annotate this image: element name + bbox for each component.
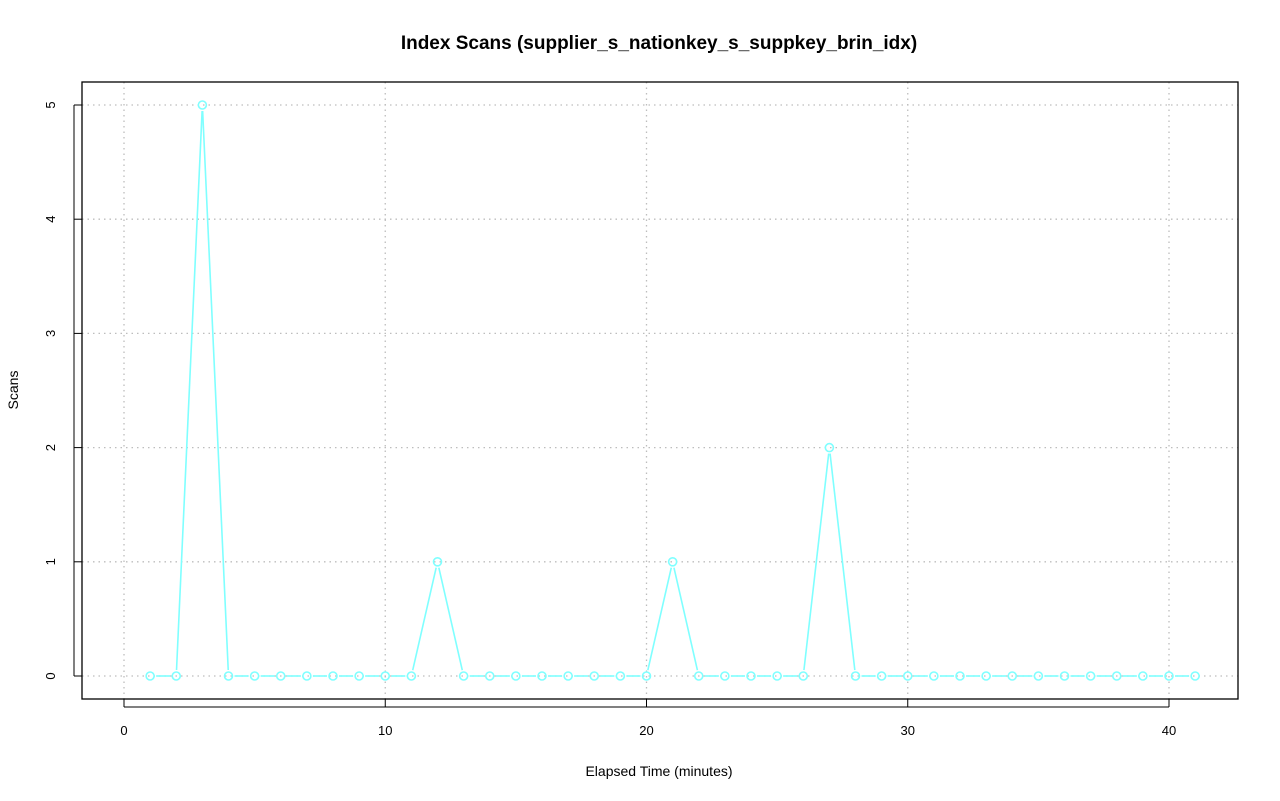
data-point bbox=[171, 671, 182, 681]
series-segment bbox=[411, 567, 437, 671]
x-tick-label: 20 bbox=[639, 723, 653, 738]
data-point bbox=[955, 671, 965, 681]
data-point bbox=[929, 671, 939, 681]
data-point bbox=[641, 671, 652, 681]
data-point bbox=[667, 556, 678, 567]
series-segment bbox=[175, 110, 203, 671]
x-tick-label: 30 bbox=[901, 723, 915, 738]
y-tick-label: 2 bbox=[43, 444, 58, 451]
data-point bbox=[720, 671, 730, 681]
data-point bbox=[484, 671, 495, 681]
series-line bbox=[156, 110, 1190, 677]
data-point bbox=[432, 556, 443, 567]
data-point bbox=[1033, 671, 1044, 681]
data-point bbox=[746, 671, 756, 681]
data-point bbox=[458, 671, 469, 681]
data-point bbox=[772, 671, 782, 681]
data-point bbox=[615, 671, 626, 681]
data-point bbox=[406, 671, 417, 681]
data-point bbox=[589, 671, 600, 681]
data-point bbox=[1190, 671, 1200, 681]
data-points bbox=[145, 100, 1200, 681]
data-point bbox=[145, 671, 155, 681]
grid bbox=[82, 82, 1238, 699]
series-segment bbox=[829, 453, 856, 671]
data-point bbox=[223, 671, 234, 681]
x-tick-label: 40 bbox=[1162, 723, 1176, 738]
data-point bbox=[511, 671, 521, 681]
y-tick-label: 3 bbox=[43, 330, 58, 337]
data-point bbox=[197, 100, 208, 110]
data-point bbox=[354, 671, 364, 681]
data-point bbox=[1164, 671, 1174, 681]
data-point bbox=[824, 442, 835, 453]
data-point bbox=[537, 671, 547, 681]
data-point bbox=[380, 671, 391, 681]
data-point bbox=[1138, 671, 1148, 681]
data-point bbox=[563, 671, 573, 681]
data-point bbox=[850, 671, 861, 681]
series-segment bbox=[673, 567, 699, 671]
data-point bbox=[693, 671, 704, 681]
series-segment bbox=[201, 110, 230, 671]
data-point bbox=[1007, 671, 1018, 681]
y-tick-label: 0 bbox=[43, 672, 58, 679]
y-tick-label: 4 bbox=[43, 216, 58, 223]
data-point bbox=[249, 671, 260, 681]
data-point bbox=[302, 671, 312, 681]
data-point bbox=[876, 671, 887, 681]
data-point bbox=[328, 671, 338, 681]
series-segment bbox=[647, 567, 673, 671]
x-tick-label: 10 bbox=[378, 723, 392, 738]
x-tick-label: 0 bbox=[120, 723, 127, 738]
data-point bbox=[275, 671, 286, 681]
plot-frame bbox=[81, 81, 1239, 700]
x-axis-label: Elapsed Time (minutes) bbox=[585, 763, 732, 779]
data-point bbox=[902, 671, 913, 681]
y-tick-label: 5 bbox=[43, 101, 58, 108]
data-point bbox=[981, 671, 991, 681]
series-segment bbox=[438, 567, 464, 671]
series-segment bbox=[803, 453, 830, 671]
data-point bbox=[798, 671, 809, 681]
data-point bbox=[1085, 671, 1096, 681]
chart-title: Index Scans (supplier_s_nationkey_s_supp… bbox=[401, 33, 917, 54]
x-axis: 0 10 20 30 40 bbox=[120, 699, 1176, 738]
y-tick-label: 1 bbox=[43, 558, 58, 565]
y-axis-label: Scans bbox=[5, 371, 21, 410]
data-point bbox=[1059, 671, 1070, 681]
data-point bbox=[1111, 671, 1122, 681]
y-axis: 0 1 2 3 4 5 bbox=[43, 101, 82, 680]
